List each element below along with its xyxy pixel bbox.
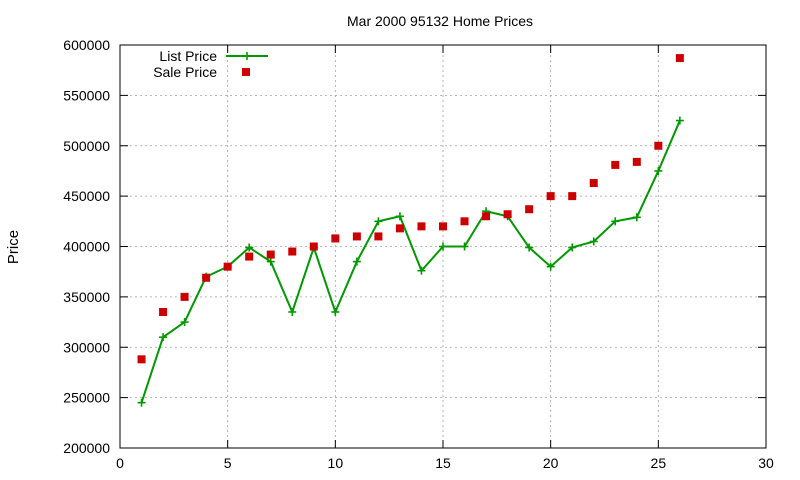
sale-price-point [589, 179, 598, 188]
sale-price-point [439, 222, 447, 231]
y-tick-label: 350000 [63, 289, 110, 305]
sale-price-point [632, 157, 641, 166]
list-price-point [417, 266, 426, 275]
x-tick-label: 0 [116, 455, 124, 471]
x-tick-label: 15 [435, 455, 451, 471]
sale-price-point [395, 224, 404, 233]
list-price-point [654, 166, 663, 175]
sale-price-point [180, 292, 189, 301]
legend-swatch-marker [243, 52, 251, 60]
x-tick-label: 20 [543, 455, 559, 471]
sale-price-point [331, 234, 340, 243]
sale-price-point [137, 355, 146, 364]
sale-price-point [568, 192, 577, 201]
series-layer [137, 54, 684, 407]
x-tick-label: 10 [328, 455, 344, 471]
y-tick-label: 200000 [63, 440, 110, 456]
sale-price-point [245, 252, 254, 261]
list-price-point [395, 212, 404, 221]
list-price-point [611, 217, 620, 226]
list-price-point [374, 217, 383, 226]
tick-labels: 200000 250000 300000 350000 400000 450000 5000… [63, 37, 774, 471]
list-price-point [137, 398, 146, 407]
list-price-point [460, 242, 469, 251]
sale-price-point [546, 192, 555, 201]
x-tick-label: 30 [758, 455, 774, 471]
list-price-point [288, 307, 297, 316]
legend-label: Sale Price [153, 64, 217, 80]
sale-price-point [266, 250, 275, 259]
list-price-point [266, 257, 275, 266]
plot-frame [119, 44, 767, 449]
list-price-line [140, 120, 681, 403]
list-price-point [439, 242, 447, 251]
sale-price-point [288, 247, 297, 256]
y-tick-label: 500000 [63, 138, 110, 154]
series-sale-price [137, 54, 684, 364]
list-price-point [245, 243, 254, 252]
legend-item-sale-price: Sale Price [153, 64, 250, 80]
legend-swatch-marker [242, 68, 250, 76]
sale-price-point [460, 217, 469, 226]
list-price-point [180, 318, 189, 327]
x-tick-label: 25 [651, 455, 667, 471]
sale-price-point [503, 210, 512, 219]
sale-price-point [654, 141, 663, 150]
chart-title: Mar 2000 95132 Home Prices [347, 13, 533, 29]
sale-price-point [525, 205, 534, 214]
y-tick-label: 550000 [63, 87, 110, 103]
sale-price-point [309, 242, 318, 251]
list-price-point [331, 307, 340, 316]
sale-price-point [352, 232, 361, 241]
y-tick-label: 600000 [63, 37, 110, 53]
y-tick-label: 400000 [63, 239, 110, 255]
series-list-price [137, 116, 684, 407]
list-price-point [568, 243, 577, 252]
list-price-point [159, 333, 168, 342]
list-price-point [632, 213, 641, 222]
sale-price-point [374, 232, 383, 241]
y-tick-label: 300000 [63, 339, 110, 355]
x-tick-label: 5 [224, 455, 232, 471]
sale-price-point [159, 307, 168, 316]
list-price-point [525, 243, 534, 252]
sale-price-point [202, 273, 211, 282]
list-price-point [675, 116, 684, 125]
list-price-point [546, 262, 555, 271]
sale-price-point [611, 160, 620, 169]
y-axis-label: Price [5, 230, 22, 264]
sale-price-point [482, 212, 491, 221]
list-price-point [352, 257, 361, 266]
sale-price-point [417, 222, 426, 231]
legend-label: List Price [159, 48, 217, 64]
y-tick-label: 450000 [63, 188, 110, 204]
y-tick-label: 250000 [63, 390, 110, 406]
sale-price-point [675, 54, 684, 63]
list-price-point [589, 237, 598, 246]
sale-price-point [223, 262, 232, 271]
legend-item-list-price: List Price [159, 48, 268, 64]
